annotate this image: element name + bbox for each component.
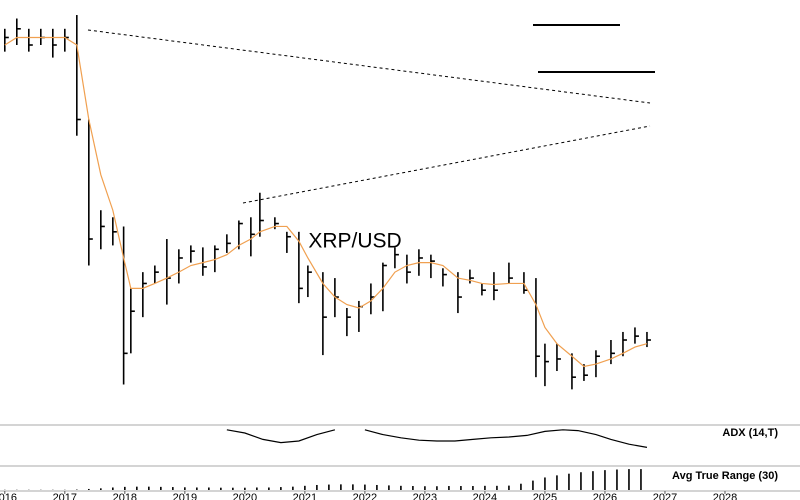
atr-bar — [256, 487, 258, 490]
atr-bar — [376, 484, 378, 490]
atr-bar — [364, 484, 366, 490]
atr-bar — [532, 480, 534, 490]
atr-bar — [136, 486, 138, 490]
x-tick-label: 2017 — [53, 492, 77, 500]
atr-bar — [100, 488, 102, 490]
atr-bar — [160, 486, 162, 490]
x-tick-label: 2024 — [473, 492, 497, 500]
atr-bar — [292, 486, 294, 490]
x-tick-label: 2028 — [713, 492, 737, 500]
atr-bar — [268, 487, 270, 490]
x-tick-label: 2025 — [533, 492, 557, 500]
x-tick-label: 2019 — [173, 492, 197, 500]
atr-bar — [520, 483, 522, 490]
atr-bar — [172, 487, 174, 490]
atr-bar — [628, 469, 630, 490]
atr-bar — [496, 485, 498, 490]
x-tick-label: 2020 — [233, 492, 257, 500]
atr-bar — [316, 484, 318, 490]
atr-bar — [280, 487, 282, 490]
atr-bar — [124, 486, 126, 490]
atr-bar — [304, 485, 306, 490]
panel-title: Avg True Range (30) — [672, 470, 778, 482]
atr-bar — [460, 486, 462, 490]
chart-title: XRP/USD — [308, 230, 401, 253]
atr-bar — [592, 471, 594, 490]
atr-bar — [88, 488, 90, 490]
atr-bar — [616, 469, 618, 490]
atr-bar — [208, 487, 210, 490]
atr-bar — [568, 473, 570, 490]
atr-bar — [484, 485, 486, 490]
atr-bar — [340, 484, 342, 490]
atr-bar — [244, 487, 246, 490]
atr-bar — [184, 487, 186, 490]
atr-bar — [400, 485, 402, 490]
atr-bar — [640, 469, 642, 490]
atr-bar — [508, 485, 510, 490]
x-tick-label: 2023 — [413, 492, 437, 500]
x-tick-label: 2026 — [593, 492, 617, 500]
atr-bar — [436, 486, 438, 490]
trendline — [87, 29, 651, 104]
atr-bar — [580, 472, 582, 490]
atr-bar — [220, 487, 222, 490]
atr-bar — [328, 484, 330, 490]
x-tick-label: 2022 — [353, 492, 377, 500]
atr-bar — [148, 486, 150, 490]
x-tick-label: 2016 — [0, 492, 17, 500]
atr-bar — [388, 485, 390, 490]
x-tick-label: 2027 — [653, 492, 677, 500]
atr-bar — [352, 484, 354, 490]
adx-line — [226, 429, 648, 448]
atr-bar — [112, 487, 114, 490]
atr-bar — [448, 486, 450, 490]
atr-bar — [196, 487, 198, 490]
moving-average — [4, 36, 648, 368]
x-tick-label: 2021 — [293, 492, 317, 500]
atr-bar — [412, 486, 414, 490]
atr-bar — [544, 477, 546, 490]
x-tick-label: 2018 — [113, 492, 137, 500]
panel-title: ADX (14,T) — [722, 427, 778, 439]
atr-bar — [424, 486, 426, 490]
atr-bar — [556, 475, 558, 490]
atr-bar — [472, 486, 474, 490]
atr-bar — [232, 487, 234, 490]
atr-bar — [604, 470, 606, 490]
